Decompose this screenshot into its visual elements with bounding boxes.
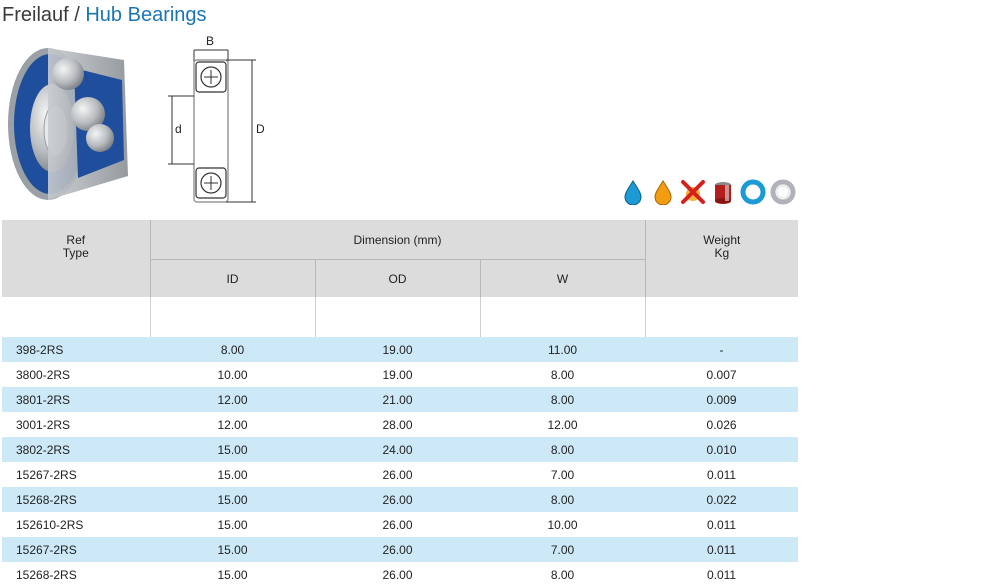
header-w: W xyxy=(479,259,646,297)
cell-weight: 0.011 xyxy=(645,537,799,562)
cell-ref-type: 3801-2RS xyxy=(2,387,150,412)
cell-id: 15.00 xyxy=(150,487,315,512)
table-row: 152610-2RS 15.00 26.00 10.00 0.011 xyxy=(2,512,798,537)
cell-id: 8.00 xyxy=(150,337,315,362)
cell-w: 10.00 xyxy=(547,517,578,532)
cell-od: 19.00 xyxy=(315,337,480,362)
table-row: 15268-2RS 15.00 26.00 8.00 0.011 xyxy=(2,562,798,587)
cell-weight: 0.026 xyxy=(706,417,737,432)
cell-ref-type: 3800-2RS xyxy=(16,367,71,382)
header-od: OD xyxy=(314,259,480,297)
cell-ref-type: 15267-2RS xyxy=(2,537,150,562)
cell-w: 8.00 xyxy=(480,437,646,462)
bearing-photo xyxy=(8,48,128,200)
cell-w: 8.00 xyxy=(550,567,575,582)
cell-weight: 0.011 xyxy=(706,567,737,582)
cell-weight: 0.011 xyxy=(706,467,737,482)
cell-od: 26.00 xyxy=(382,517,413,532)
table-row: 15268-2RS 15.00 26.00 8.00 0.022 xyxy=(2,487,799,512)
cell-id: 12.00 xyxy=(217,417,248,432)
cell-od: 28.00 xyxy=(382,417,413,432)
cell-w: 7.00 xyxy=(480,537,646,562)
header-weight: Weight Kg xyxy=(644,220,799,297)
cell-ref-type: 3001-2RS xyxy=(16,417,71,432)
blue-ring-icon xyxy=(740,179,766,205)
cell-od: 24.00 xyxy=(315,437,480,462)
oil-drop-icon xyxy=(650,179,676,206)
empty-row xyxy=(2,297,799,337)
cell-ref-type: 15267-2RS xyxy=(16,467,77,482)
water-drop-icon xyxy=(620,179,646,206)
cell-id: 15.00 xyxy=(150,437,315,462)
table-row: 3800-2RS 10.00 19.00 8.00 0.007 xyxy=(2,362,798,387)
header-dimension: Dimension (mm) xyxy=(149,220,646,260)
header-id: ID xyxy=(149,259,315,297)
label-d-large: D xyxy=(256,122,265,136)
cell-weight: 0.009 xyxy=(645,387,799,412)
cell-od: 19.00 xyxy=(382,367,413,382)
cell-id: 15.00 xyxy=(217,517,248,532)
cell-w: 12.00 xyxy=(547,417,578,432)
feature-icons xyxy=(620,178,796,206)
header-ref-type: Ref Type xyxy=(2,220,150,297)
cell-weight: 0.010 xyxy=(645,437,799,462)
title-main: Hub Bearings xyxy=(85,4,207,26)
cell-w: 11.00 xyxy=(480,337,646,362)
cell-od: 21.00 xyxy=(315,387,480,412)
table-row: 3801-2RS 12.00 21.00 8.00 0.009 xyxy=(2,387,799,412)
table-row: 398-2RS 8.00 19.00 11.00- xyxy=(2,337,799,362)
no-contamination-icon xyxy=(680,179,706,205)
cell-ref-type: 398-2RS xyxy=(2,337,150,362)
cell-w: 8.00 xyxy=(480,487,646,512)
cell-od: 26.00 xyxy=(315,487,480,512)
cell-ref-type: 152610-2RS xyxy=(16,517,84,532)
grey-ring-icon xyxy=(770,179,796,205)
cell-id: 10.00 xyxy=(217,367,248,382)
cylinder-seal-icon xyxy=(710,179,736,205)
cell-id: 15.00 xyxy=(150,537,315,562)
cell-od: 26.00 xyxy=(382,567,413,582)
table-row: 3802-2RS 15.00 24.00 8.00 0.010 xyxy=(2,437,799,462)
table-row: 15267-2RS 15.00 26.00 7.00 0.011 xyxy=(2,462,798,487)
cell-id: 15.00 xyxy=(217,567,248,582)
cell-ref-type: 15268-2RS xyxy=(2,487,150,512)
cell-od: 26.00 xyxy=(382,467,413,482)
cell-ref-type: 15268-2RS xyxy=(16,567,77,582)
cell-ref-type: 3802-2RS xyxy=(2,437,150,462)
cell-id: 15.00 xyxy=(217,467,248,482)
cell-id: 12.00 xyxy=(150,387,315,412)
cell-weight: 0.022 xyxy=(645,487,799,512)
cell-w: 8.00 xyxy=(480,387,646,412)
cell-w: 8.00 xyxy=(550,367,575,382)
cell-weight: 0.011 xyxy=(706,517,737,532)
table-row: 3001-2RS 12.00 28.00 12.00 0.026 xyxy=(2,412,798,437)
hub-bearings-table: Ref Type Dimension (mm) Weight Kg ID OD W … xyxy=(2,220,799,587)
label-b: B xyxy=(206,34,214,48)
cell-w: 7.00 xyxy=(550,467,575,482)
table-row: 15267-2RS 15.00 26.00 7.00 0.011 xyxy=(2,537,799,562)
cell-od: 26.00 xyxy=(315,537,480,562)
page-title: Freilauf / Hub Bearings xyxy=(2,3,207,27)
cell-weight: 0.007 xyxy=(706,367,737,382)
bearing-cross-section-drawing: B d D xyxy=(168,34,265,203)
cell-weight: - xyxy=(645,337,799,362)
label-d-small: d xyxy=(175,122,182,136)
title-prefix: Freilauf / xyxy=(2,4,86,26)
